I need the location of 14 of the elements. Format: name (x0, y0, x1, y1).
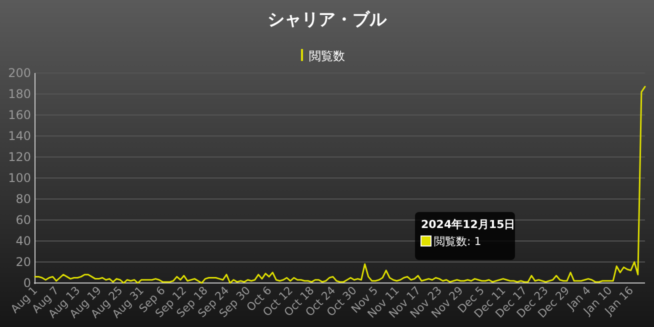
chart-title: シャリア・ブル (268, 10, 388, 30)
y-tick-label: 200 (8, 66, 31, 80)
y-tick-label: 20 (16, 255, 31, 269)
legend-label: 閲覧数 (309, 49, 345, 63)
y-tick-label: 80 (16, 192, 31, 206)
y-tick-label: 140 (8, 129, 31, 143)
y-tick-label: 160 (8, 108, 31, 122)
y-tick-label: 100 (8, 171, 31, 185)
annotation: 閲覧数: 1 (434, 235, 482, 248)
y-tick-label: 60 (16, 213, 31, 227)
y-tick-label: 180 (8, 87, 31, 101)
y-tick-label: 40 (16, 234, 31, 248)
y-tick-label: 120 (8, 150, 31, 164)
annotation: 2024年12月15日 (421, 218, 516, 231)
